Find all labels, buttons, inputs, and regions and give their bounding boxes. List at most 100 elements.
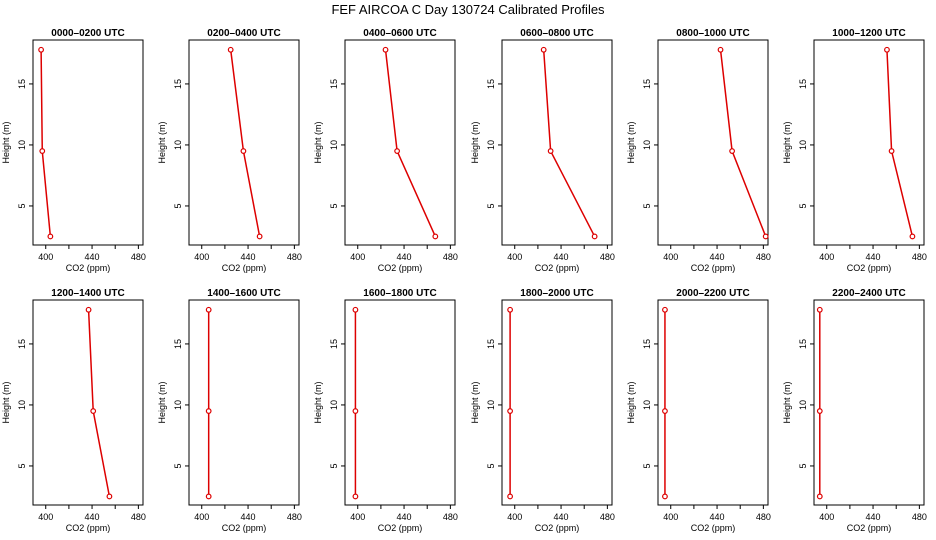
profile-point — [729, 148, 736, 154]
panel-1: 0200–0400 UTC 400 440 480 5 10 15 CO2 (ppm) Heig… — [157, 28, 302, 273]
y-tick-label: 5 — [17, 203, 27, 208]
x-tick-label: 400 — [350, 252, 365, 262]
y-axis-label: Height (m) — [157, 381, 167, 423]
x-tick-label: 480 — [912, 252, 927, 262]
profile-point — [394, 148, 401, 154]
y-tick-label: 15 — [486, 79, 496, 89]
y-tick-label: 10 — [17, 140, 27, 150]
x-tick-label: 400 — [194, 512, 209, 522]
x-tick-label: 480 — [600, 512, 615, 522]
plot-frame — [32, 299, 144, 506]
y-tick-label: 10 — [173, 140, 183, 150]
profile-point — [227, 46, 234, 53]
profile-line — [87, 309, 111, 497]
profile-point — [47, 233, 54, 240]
y-axis-label: Height (m) — [626, 381, 636, 423]
x-tick-label: 440 — [554, 512, 569, 522]
y-tick-label: 15 — [486, 339, 496, 349]
profile-point — [507, 408, 514, 414]
y-axis-label: Height (m) — [313, 381, 323, 423]
profile-point — [591, 233, 598, 240]
profile-point — [432, 233, 439, 240]
panel-title: 0400–0600 UTC — [363, 28, 436, 39]
profile-line — [886, 49, 914, 237]
y-tick-label: 5 — [173, 203, 183, 208]
profile-point — [205, 306, 212, 313]
x-tick-label: 480 — [131, 512, 146, 522]
profile-point — [507, 493, 514, 500]
x-tick-label: 440 — [85, 252, 100, 262]
x-tick-label: 400 — [663, 512, 678, 522]
profile-line — [40, 49, 52, 237]
y-tick-label: 15 — [329, 79, 339, 89]
panel-title: 1000–1200 UTC — [832, 28, 905, 39]
y-tick-label: 10 — [173, 400, 183, 410]
y-axis-label: Height (m) — [470, 121, 480, 163]
profile-point — [382, 46, 389, 53]
y-tick-label: 5 — [642, 203, 652, 208]
panel-11: 2200–2400 UTC 400 440 480 5 10 15 CO2 (ppm) Heig… — [782, 288, 927, 533]
x-axis-label: CO2 (ppm) — [535, 523, 580, 533]
x-axis-label: CO2 (ppm) — [691, 523, 736, 533]
plot-frame — [813, 299, 925, 506]
y-axis-label: Height (m) — [1, 381, 11, 423]
y-tick-label: 5 — [486, 203, 496, 208]
profile-point — [662, 306, 668, 313]
y-axis-label: Height (m) — [782, 121, 792, 163]
x-tick-label: 480 — [600, 252, 615, 262]
profile-point — [540, 46, 547, 53]
x-tick-label: 440 — [397, 512, 412, 522]
plot-frame — [657, 39, 769, 246]
panel-2: 0400–0600 UTC 400 440 480 5 10 15 CO2 (ppm) Heig… — [313, 28, 458, 273]
profile-point — [662, 408, 668, 414]
plot-frame — [501, 299, 613, 506]
panel-6: 1200–1400 UTC 400 440 480 5 10 15 CO2 (ppm) Heig… — [1, 288, 146, 533]
x-tick-label: 400 — [38, 512, 53, 522]
profile-point — [547, 148, 554, 154]
profile-point — [205, 493, 212, 500]
panel-title: 0200–0400 UTC — [207, 28, 280, 39]
profile-point — [888, 148, 895, 154]
y-tick-label: 15 — [329, 339, 339, 349]
x-tick-label: 440 — [241, 252, 256, 262]
panel-title: 2200–2400 UTC — [832, 288, 905, 299]
y-tick-label: 15 — [173, 339, 183, 349]
profile-line — [229, 49, 261, 237]
plot-frame — [813, 39, 925, 246]
x-tick-label: 480 — [912, 512, 927, 522]
y-tick-label: 10 — [642, 400, 652, 410]
profile-point — [90, 408, 97, 414]
panel-title: 1400–1600 UTC — [207, 288, 280, 299]
panel-5: 1000–1200 UTC 400 440 480 5 10 15 CO2 (ppm) Heig… — [782, 28, 927, 273]
y-axis-label: Height (m) — [626, 121, 636, 163]
plot-frame — [501, 39, 613, 246]
plot-frame — [344, 39, 456, 246]
profile-point — [816, 408, 823, 414]
y-tick-label: 10 — [798, 400, 808, 410]
y-tick-label: 5 — [642, 463, 652, 468]
y-tick-label: 10 — [329, 140, 339, 150]
profile-line — [719, 49, 767, 237]
x-tick-label: 440 — [554, 252, 569, 262]
panel-10: 2000–2200 UTC 400 440 480 5 10 15 CO2 (ppm) Heig… — [626, 288, 771, 533]
y-tick-label: 5 — [486, 463, 496, 468]
figure-title: FEF AIRCOA C Day 130724 Calibrated Profi… — [331, 2, 605, 17]
panel-title: 0000–0200 UTC — [51, 28, 124, 39]
x-tick-label: 400 — [350, 512, 365, 522]
x-tick-label: 400 — [507, 512, 522, 522]
x-axis-label: CO2 (ppm) — [378, 523, 423, 533]
y-tick-label: 10 — [17, 400, 27, 410]
plot-frame — [657, 299, 769, 506]
x-tick-label: 480 — [443, 512, 458, 522]
profile-point — [205, 408, 212, 414]
profile-point — [352, 493, 359, 500]
x-axis-label: CO2 (ppm) — [66, 523, 111, 533]
x-axis-label: CO2 (ppm) — [535, 263, 580, 273]
plot-frame — [188, 299, 300, 506]
x-tick-label: 400 — [194, 252, 209, 262]
profile-point — [106, 493, 113, 500]
profile-line — [542, 49, 596, 237]
y-axis-label: Height (m) — [1, 121, 11, 163]
panel-9: 1800–2000 UTC 400 440 480 5 10 15 CO2 (ppm) Heig… — [470, 288, 615, 533]
panel-title: 0600–0800 UTC — [520, 28, 593, 39]
